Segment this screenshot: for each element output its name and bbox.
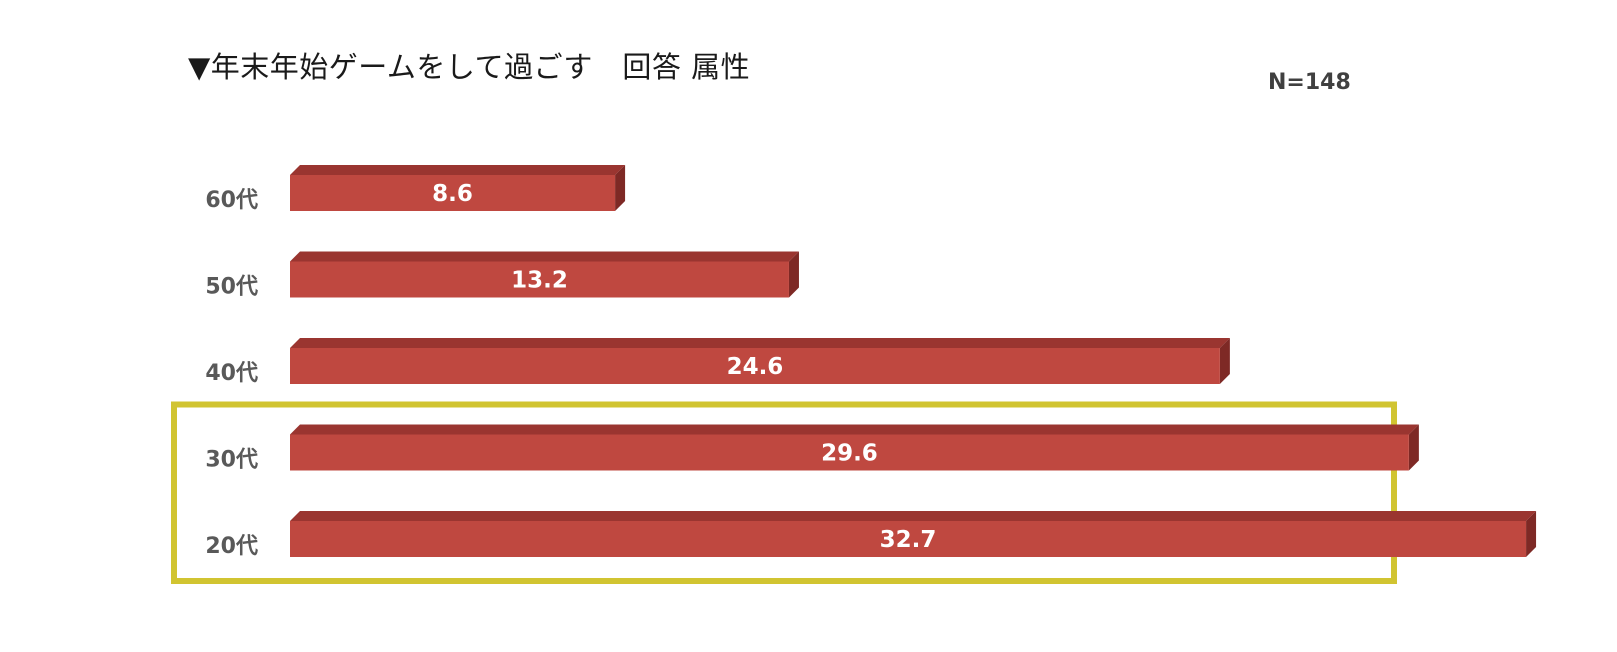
category-label-30代: 30代: [205, 448, 258, 473]
bar-side-20代: [1526, 511, 1537, 557]
bar-20代: [290, 521, 1527, 557]
value-label-60代: 8.6: [432, 181, 473, 207]
bar-side-40代: [1219, 338, 1230, 384]
bar-60代: [290, 175, 616, 211]
bar-top-20代: [290, 511, 1537, 521]
bar-side-60代: [615, 165, 626, 211]
bar-40代: [290, 348, 1220, 384]
highlight-frame: [171, 401, 1397, 584]
bar-top-60代: [290, 165, 626, 175]
bar-side-50代: [788, 251, 799, 298]
bar-top-30代: [290, 424, 1419, 435]
category-label-40代: 40代: [205, 361, 258, 386]
value-label-30代: 29.6: [821, 441, 878, 467]
category-label-60代: 60代: [205, 188, 258, 213]
bar-50代: [290, 261, 789, 298]
value-label-40代: 24.6: [727, 354, 784, 380]
bar-top-40代: [290, 338, 1230, 348]
category-label-20代: 20代: [205, 534, 258, 559]
category-label-50代: 50代: [205, 275, 258, 300]
bar-side-30代: [1408, 424, 1419, 471]
value-label-50代: 13.2: [511, 268, 568, 294]
bar-top-50代: [290, 251, 799, 262]
value-label-20代: 32.7: [880, 527, 937, 553]
chart-title: ▼年末年始ゲームをして過ごす 回答 属性: [188, 50, 751, 84]
bar-30代: [290, 434, 1409, 471]
sample-size-label: N=148: [1268, 70, 1351, 95]
